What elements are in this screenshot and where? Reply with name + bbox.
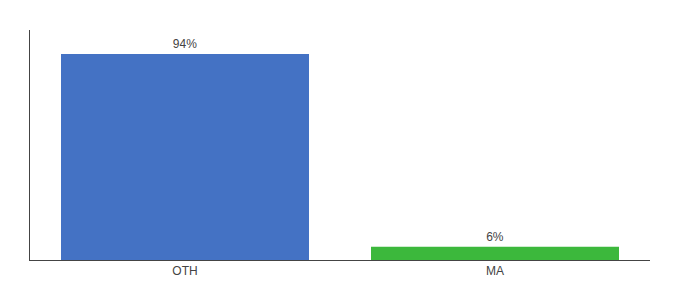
svg-text:94%: 94% — [173, 37, 197, 51]
svg-text:6%: 6% — [486, 230, 504, 244]
svg-text:OTH: OTH — [172, 264, 197, 278]
svg-text:MA: MA — [486, 264, 504, 278]
